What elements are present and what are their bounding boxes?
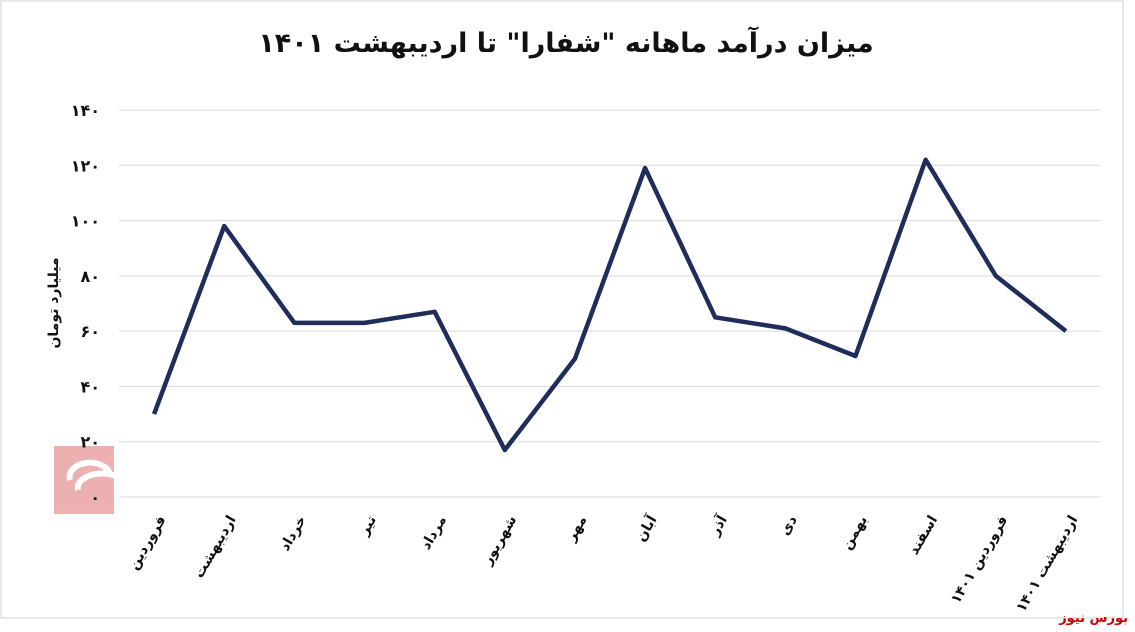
series-line	[151, 157, 1068, 453]
y-tick-label: ۴۰	[80, 377, 100, 396]
y-tick-label: ۰	[90, 488, 100, 507]
y-tick-label: ۲۰	[80, 433, 100, 452]
y-tick-label: ۱۴۰	[71, 101, 100, 120]
y-axis-label: میلیارد تومان	[46, 257, 62, 348]
logo-arcs	[66, 459, 129, 491]
y-tick-label: ۱۰۰	[71, 212, 100, 231]
y-tick-label: ۶۰	[80, 322, 100, 341]
chart-title: میزان درآمد ماهانه "شفارا" تا اردیبهشت ۱…	[258, 26, 873, 59]
watermark-logo	[54, 446, 129, 514]
source: بورس نیوز	[1058, 611, 1128, 626]
y-tick-label: ۸۰	[80, 267, 100, 286]
chart-frame	[0, 0, 1124, 619]
y-tick-label: ۱۲۰	[71, 156, 100, 175]
